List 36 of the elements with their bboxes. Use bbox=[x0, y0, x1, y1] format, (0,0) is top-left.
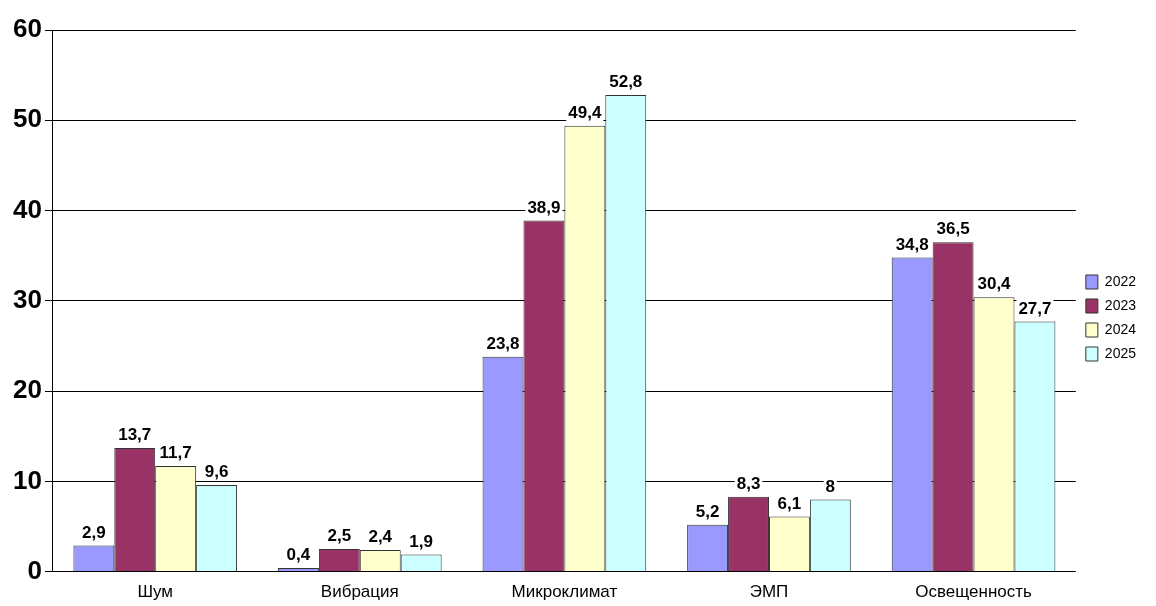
data-label: 2,5 bbox=[327, 526, 352, 546]
data-label: 36,5 bbox=[936, 219, 970, 239]
data-label: 13,7 bbox=[118, 425, 152, 445]
data-label: 2,9 bbox=[82, 522, 106, 542]
data-label: 11,7 bbox=[159, 443, 192, 463]
y-tick-label: 30 bbox=[13, 283, 42, 314]
data-label: 34,8 bbox=[895, 234, 929, 254]
x-tick-label: Вибрация bbox=[320, 582, 399, 602]
legend-label: 2023 bbox=[1104, 296, 1137, 313]
x-tick-label: Микроклимат bbox=[511, 582, 618, 602]
data-label: 1,9 bbox=[409, 531, 433, 551]
y-tick-label: 10 bbox=[13, 464, 42, 495]
data-label: 8 bbox=[825, 476, 836, 496]
x-tick-label: Шум bbox=[137, 582, 173, 602]
data-label: 27,7 bbox=[1018, 298, 1052, 318]
data-label: 52,8 bbox=[609, 72, 643, 92]
data-label: 23,8 bbox=[486, 333, 520, 353]
data-label: 6,1 bbox=[777, 493, 802, 513]
x-tick-label: ЭМП bbox=[749, 582, 789, 602]
data-label: 30,4 bbox=[977, 274, 1012, 294]
legend-label: 2024 bbox=[1104, 320, 1137, 337]
legend-label: 2025 bbox=[1104, 344, 1137, 361]
data-label: 2,4 bbox=[368, 527, 393, 547]
y-tick-label: 60 bbox=[13, 13, 42, 44]
y-tick-label: 0 bbox=[27, 554, 42, 585]
y-tick-label: 40 bbox=[13, 193, 42, 224]
data-label: 9,6 bbox=[204, 462, 229, 482]
data-label: 49,4 bbox=[568, 102, 602, 122]
data-label: 5,2 bbox=[695, 501, 720, 521]
y-tick-label: 50 bbox=[13, 103, 42, 134]
data-label: 8,3 bbox=[736, 473, 761, 493]
data-label: 38,9 bbox=[527, 197, 561, 217]
data-label: 0,4 bbox=[286, 545, 311, 565]
y-tick-label: 20 bbox=[13, 374, 42, 405]
x-tick-label: Освещенность bbox=[915, 582, 1033, 602]
legend-label: 2022 bbox=[1104, 272, 1137, 289]
